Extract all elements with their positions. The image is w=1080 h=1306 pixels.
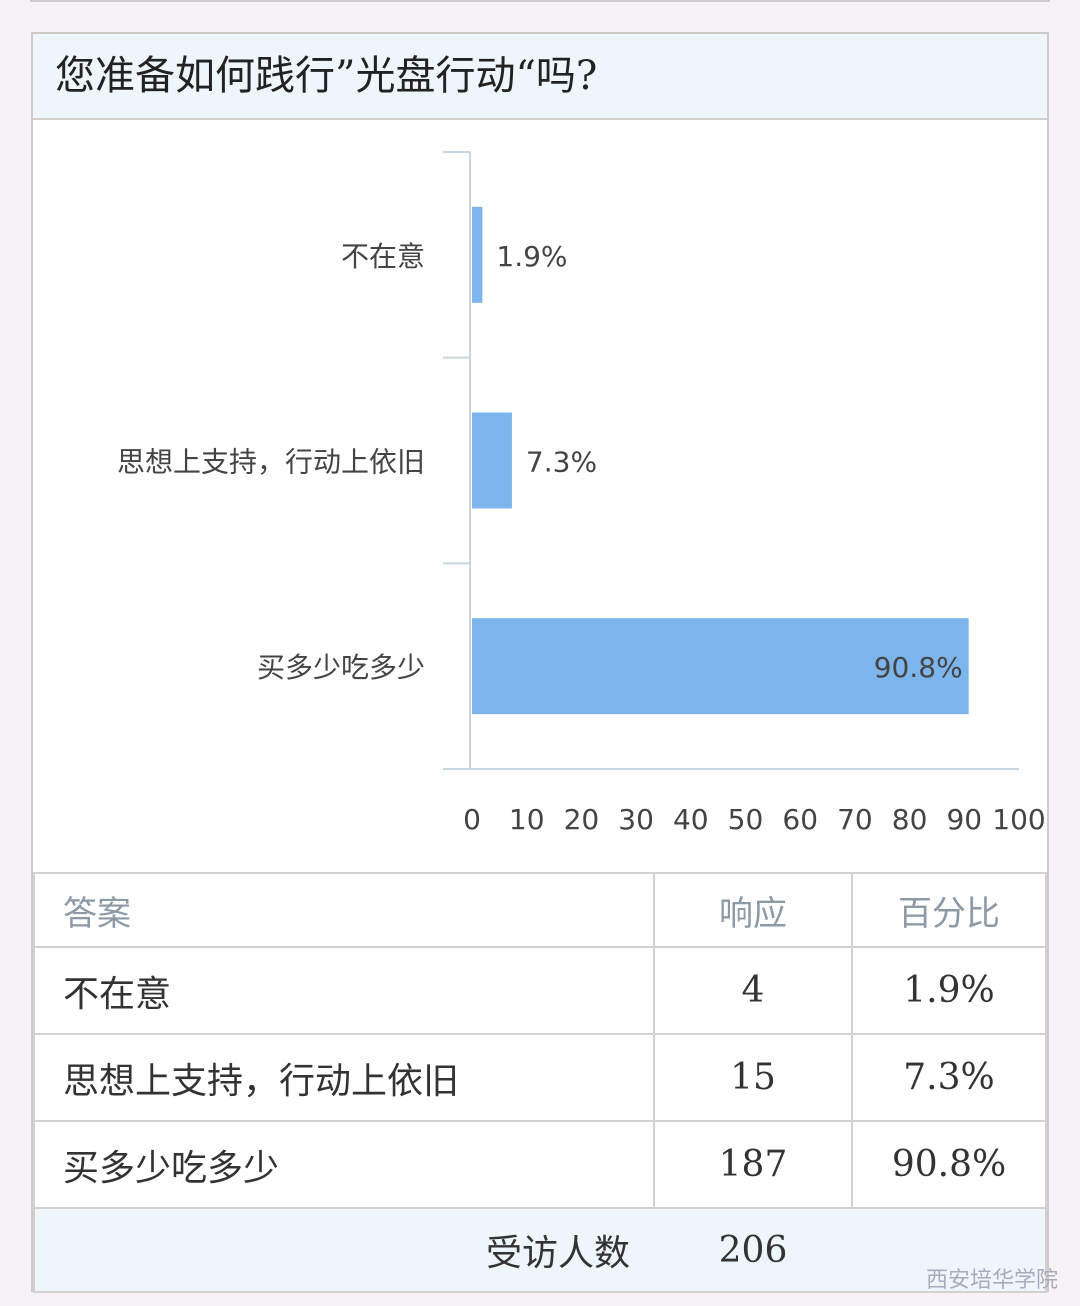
total-empty — [852, 1207, 1047, 1293]
bar — [472, 618, 969, 715]
x-tick-label: 30 — [618, 803, 654, 836]
table-row: 思想上支持，行动上依旧 15 7.3% — [33, 1033, 1047, 1122]
data-label: 7.3% — [526, 446, 597, 479]
percent-cell: 7.3% — [851, 1033, 1047, 1122]
x-tick-label: 80 — [892, 803, 928, 836]
x-tick-label: 20 — [564, 803, 600, 836]
x-tick-label: 70 — [837, 803, 873, 836]
category-label: 思想上支持，行动上依旧 — [117, 446, 425, 479]
data-label: 1.9% — [496, 240, 567, 273]
answer-cell: 买多少吃多少 — [33, 1120, 655, 1209]
data-label: 90.8% — [874, 651, 963, 684]
x-tick-label: 40 — [673, 803, 709, 836]
percent-cell: 90.8% — [851, 1120, 1047, 1209]
total-value: 206 — [654, 1207, 852, 1293]
response-cell: 4 — [653, 946, 853, 1035]
category-label: 不在意 — [341, 240, 425, 273]
x-tick-label: 60 — [782, 803, 818, 836]
total-label: 受访人数 — [33, 1207, 654, 1293]
table-row: 不在意 4 1.9% — [33, 946, 1047, 1035]
watermark: 西安培华学院 — [925, 1268, 1058, 1293]
header-percent: 百分比 — [851, 872, 1047, 948]
bar — [472, 412, 512, 509]
x-tick-label: 0 — [463, 803, 481, 836]
response-cell: 187 — [653, 1120, 853, 1209]
header-response: 响应 — [653, 872, 853, 948]
results-table: 答案 响应 百分比 不在意 4 1.9% 思想上支持，行动上依旧 15 7.3% 买多少吃多… — [33, 872, 1047, 1293]
answer-cell: 思想上支持，行动上依旧 — [33, 1033, 655, 1122]
bar-chart: 不在意 1.9% 思想上支持，行动上依旧 7.3% 买多少吃多少 90.8% 0 10 20 30… — [117, 151, 1046, 836]
x-tick-label: 10 — [509, 803, 545, 836]
top-divider — [30, 0, 1050, 2]
x-tick-label: 50 — [728, 803, 764, 836]
table-row: 买多少吃多少 187 90.8% — [33, 1120, 1047, 1209]
category-label: 买多少吃多少 — [257, 651, 425, 684]
total-row: 受访人数 206 — [33, 1207, 1047, 1293]
response-cell: 15 — [653, 1033, 853, 1122]
question-title: 您准备如何践行”光盘行动“吗? — [33, 34, 1047, 120]
x-tick-label: 100 — [992, 803, 1045, 836]
bar — [472, 206, 483, 303]
header-answer: 答案 — [33, 872, 655, 948]
answer-cell: 不在意 — [33, 946, 655, 1035]
survey-card: 您准备如何践行”光盘行动“吗? 不在意 1.9% 思想上支持，行动上依旧 7.3% 买多… — [31, 32, 1049, 1293]
percent-cell: 1.9% — [851, 946, 1047, 1035]
x-tick-label: 90 — [946, 803, 982, 836]
